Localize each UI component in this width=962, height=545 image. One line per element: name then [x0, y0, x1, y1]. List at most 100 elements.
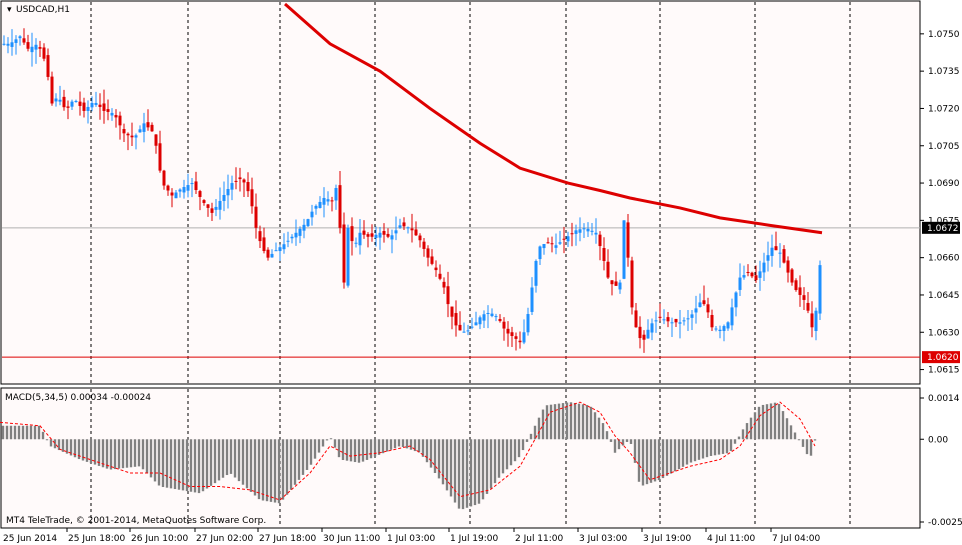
candle-body [570, 233, 574, 235]
macd-bar [589, 406, 593, 440]
macd-bar [57, 439, 61, 451]
time-label: 1 Jul 19:00 [450, 534, 499, 544]
macd-bar [685, 439, 689, 465]
macd-bar [569, 402, 573, 440]
macd-bar [73, 439, 77, 458]
candle-body [530, 287, 534, 312]
candle-body [738, 277, 742, 290]
candle-body [154, 134, 158, 146]
candle-body [382, 230, 386, 235]
macd-label: MACD(5,34,5) 0.00034 -0.00024 [5, 393, 151, 403]
macd-bar [505, 439, 509, 470]
macd-bar [605, 431, 609, 440]
macd-bar [313, 439, 317, 459]
candle-body [162, 170, 166, 186]
macd-bar [409, 439, 413, 450]
macd-bar [809, 439, 813, 456]
horizontal-lines [2, 227, 920, 358]
macd-bar [289, 439, 293, 490]
macd-bar [93, 439, 97, 465]
macd-bar [337, 439, 341, 458]
macd-bar [597, 417, 601, 440]
macd-bar [29, 425, 33, 440]
macd-bar [69, 439, 73, 456]
candle-body [654, 320, 658, 322]
candle-body [630, 260, 634, 308]
macd-bar [109, 439, 113, 470]
candlestick-series [2, 28, 822, 353]
macd-bar [265, 439, 269, 502]
macd-bar [389, 439, 393, 450]
macd-bar [53, 439, 57, 449]
candle-body [94, 102, 98, 105]
candle-body [102, 103, 106, 111]
macd-bar [185, 439, 189, 492]
macd-bar [501, 439, 505, 474]
macd-bar [349, 439, 353, 462]
macd-bar [417, 439, 421, 453]
macd-bar [369, 439, 373, 459]
macd-bar [61, 439, 65, 452]
macd-bar [525, 439, 529, 442]
symbol-dropdown-icon[interactable]: ▾ [7, 5, 12, 15]
macd-bar [245, 439, 249, 489]
candle-body [290, 236, 294, 239]
candle-body [258, 231, 262, 242]
candle-body [110, 112, 114, 116]
candle-body [266, 249, 270, 258]
macd-bar [401, 439, 405, 448]
macd-bar [521, 439, 525, 451]
macd-bar [529, 433, 533, 440]
time-label: 27 Jun 02:00 [196, 534, 253, 544]
macd-bar [133, 439, 137, 467]
macd-bar [705, 439, 709, 458]
candle-body [518, 340, 522, 343]
candle-body [750, 272, 754, 277]
candle-body [574, 230, 578, 234]
candle-body [226, 189, 230, 196]
candle-body [478, 317, 482, 325]
candle-body [354, 242, 358, 244]
macd-bar [381, 439, 385, 454]
candle-body [818, 265, 822, 314]
time-label: 2 Jul 11:00 [515, 534, 564, 544]
macd-bar [285, 439, 289, 495]
candle-body [14, 39, 18, 43]
candle-body [254, 206, 258, 228]
candle-body [762, 262, 766, 273]
candle-body [802, 295, 806, 300]
candle-body [54, 98, 58, 102]
macd-tick-label: -0.00257 [928, 518, 962, 528]
macd-bar [697, 439, 701, 460]
macd-bar [557, 403, 561, 440]
macd-bar [773, 402, 777, 440]
macd-bar [149, 439, 153, 478]
candle-body [378, 232, 382, 238]
macd-bar [701, 439, 705, 459]
time-label: 4 Jul 11:00 [707, 534, 756, 544]
macd-bar [657, 439, 661, 481]
candle-body [118, 115, 122, 126]
macd-bar [345, 439, 349, 461]
price-tick-label: 1.0615 [928, 366, 960, 376]
macd-bar [565, 402, 569, 440]
macd-bar [25, 425, 29, 440]
price-tick-label: 1.0645 [928, 291, 960, 301]
candle-body [322, 197, 326, 205]
candle-body [34, 44, 38, 50]
macd-bar [205, 439, 209, 489]
candle-body [602, 247, 606, 261]
candle-body [318, 201, 322, 208]
macd-bar [21, 425, 25, 440]
macd-bar [649, 439, 653, 483]
candle-body [470, 326, 474, 328]
macd-bar [373, 439, 377, 457]
price-tick-label: 1.0690 [928, 179, 960, 189]
macd-bar [217, 439, 221, 481]
candle-body [238, 177, 242, 180]
candle-body [126, 133, 130, 136]
candle-body [246, 182, 250, 192]
candle-body [46, 55, 50, 77]
candle-body [550, 243, 554, 245]
